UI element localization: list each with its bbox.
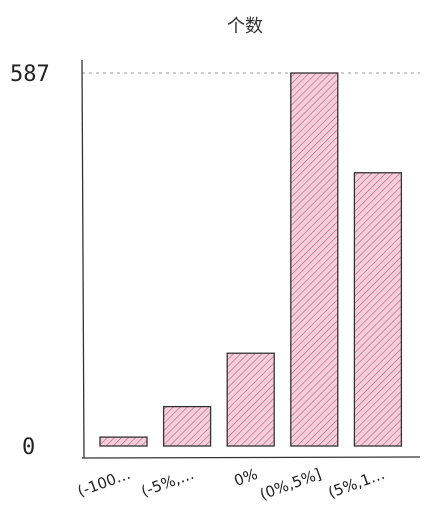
y-tick-labels: 0 587 xyxy=(10,62,50,460)
x-tick-label: (0%,5%] xyxy=(257,465,323,504)
y-axis xyxy=(81,59,85,459)
x-tick-label: (-5%,… xyxy=(139,465,197,501)
bars xyxy=(99,72,403,447)
x-tick-label: (-100… xyxy=(75,465,133,501)
x-tick-label: 0% xyxy=(232,465,261,490)
x-axis xyxy=(81,456,421,459)
bar xyxy=(226,352,275,447)
bar xyxy=(353,172,403,447)
bar xyxy=(162,405,212,447)
chart-title: 个数 xyxy=(227,16,263,37)
bar xyxy=(290,72,339,447)
y-tick-label: 0 xyxy=(22,435,35,460)
bar xyxy=(99,436,148,447)
x-tick-labels: (-100… (-5%,… 0%(0%,5%] (5%,1… xyxy=(75,465,387,504)
x-tick-label: (5%,1… xyxy=(326,465,388,502)
y-tick-label: 587 xyxy=(10,62,50,87)
